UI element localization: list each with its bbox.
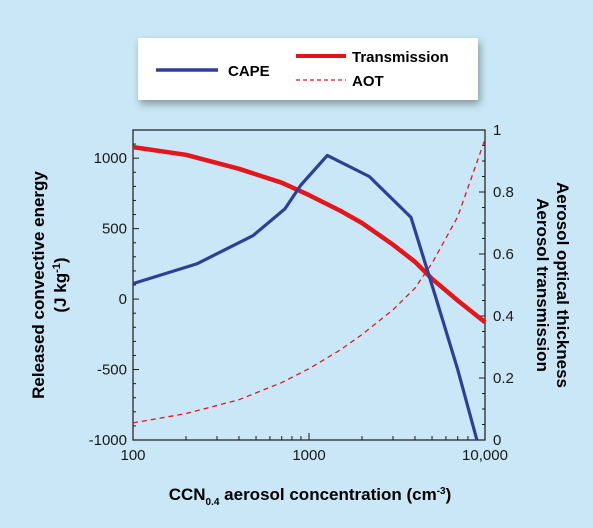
- left-axis-ticks: -1000 -500 0 500 1000: [89, 129, 139, 449]
- series-lines: [132, 139, 487, 441]
- right-tick-label: 0.4: [493, 308, 514, 325]
- x-axis-label: CCN0.4 aerosol concentration (cm-3): [169, 485, 452, 508]
- right-tick-label: 0.6: [493, 246, 514, 263]
- left-axis-label-line1: Released convective energy: [29, 171, 48, 399]
- left-tick-label: -1000: [89, 432, 127, 449]
- right-tick-label: 1: [493, 122, 501, 139]
- x-tick-label: 100: [120, 447, 145, 464]
- left-tick-label: -500: [97, 362, 127, 379]
- aot-line: [132, 139, 486, 424]
- x-tick-label: 1000: [292, 447, 325, 464]
- left-axis-label-line2: (J kg-1): [51, 257, 70, 312]
- right-tick-label: 0.8: [493, 184, 514, 201]
- transmission-line: [132, 144, 487, 324]
- x-axis-ticks: 100 1000 10,000: [120, 433, 508, 464]
- right-axis-label-line2: Aerosol transmission: [533, 198, 552, 372]
- left-tick-label: 1000: [94, 150, 127, 167]
- legend-transmission-label: Transmission: [352, 49, 449, 66]
- right-axis-label-line1: Aerosol optical thickness: [553, 182, 572, 388]
- legend: CAPE Transmission AOT: [138, 38, 478, 100]
- legend-aot-label: AOT: [352, 73, 384, 90]
- left-tick-label: 0: [119, 291, 127, 308]
- right-tick-label: 0: [493, 432, 501, 449]
- right-tick-label: 0.2: [493, 370, 514, 387]
- cape-line: [132, 153, 479, 441]
- legend-cape-label: CAPE: [228, 63, 270, 80]
- x-tick-label: 10,000: [462, 447, 508, 464]
- left-tick-label: 500: [102, 221, 127, 238]
- right-axis-ticks: 0 0.2 0.4 0.6 0.8 1: [479, 122, 514, 449]
